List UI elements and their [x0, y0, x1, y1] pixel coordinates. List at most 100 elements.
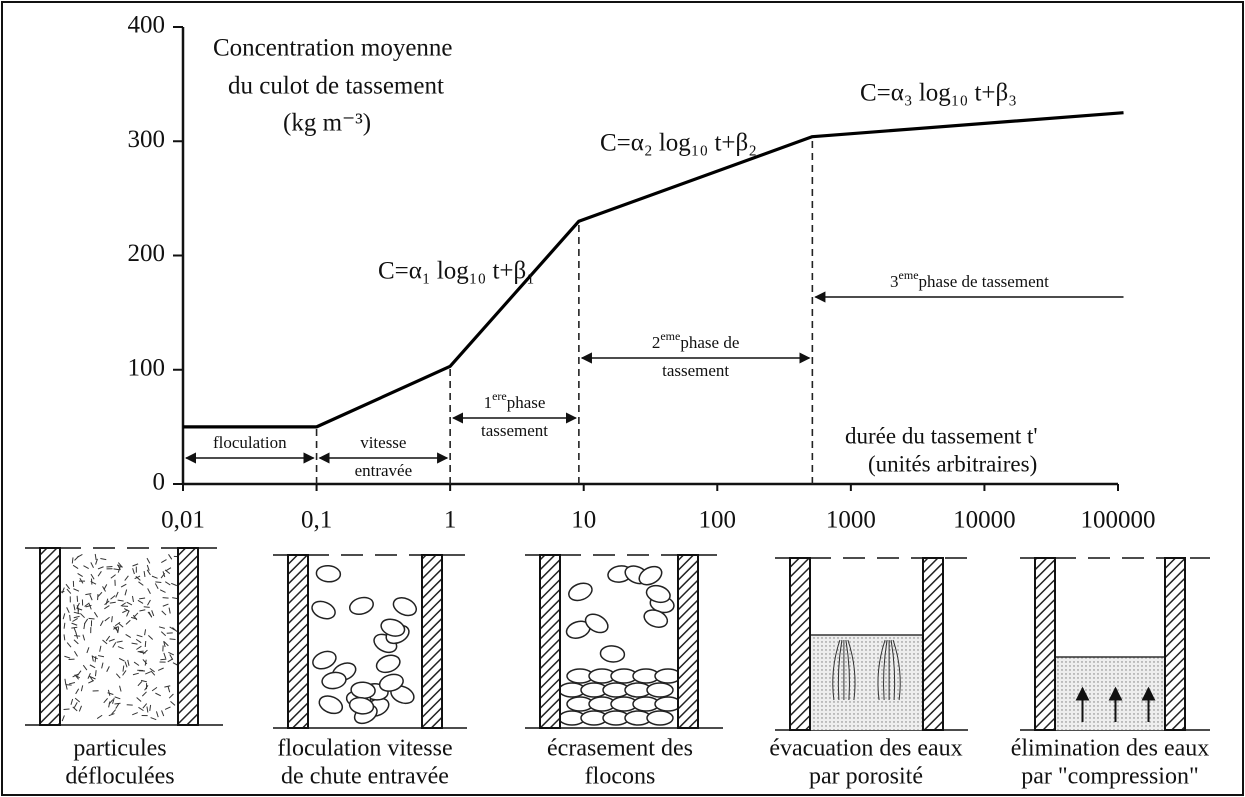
particle	[124, 589, 128, 596]
x-tick-label: 100000	[1081, 507, 1156, 534]
floc	[348, 696, 375, 715]
x-tick-label: 10000	[953, 507, 1016, 534]
particle	[168, 693, 174, 699]
particle	[155, 711, 159, 718]
particle	[114, 621, 121, 627]
x-tick-label: 1000	[826, 507, 876, 534]
particle	[105, 635, 111, 642]
particle	[160, 658, 167, 661]
particle	[146, 569, 151, 576]
floc	[643, 609, 669, 628]
phase-number: 2	[652, 333, 661, 352]
floc	[378, 673, 404, 692]
particle	[83, 623, 86, 630]
floc	[380, 618, 406, 637]
particle	[115, 626, 119, 633]
particle	[87, 672, 91, 679]
particle	[74, 697, 81, 703]
panel-caption: floculation vitesse	[277, 736, 452, 762]
floc	[311, 600, 336, 620]
chart-title: du culot de tassement	[228, 73, 444, 100]
particle	[138, 581, 144, 586]
particle	[101, 662, 104, 669]
particle	[108, 638, 115, 642]
wall	[39, 547, 61, 726]
particle	[164, 685, 171, 688]
panel-caption: par "compression"	[1021, 764, 1199, 790]
phase-sup: eme	[899, 268, 919, 282]
particle	[70, 698, 74, 705]
floc	[321, 671, 347, 690]
floc	[584, 613, 609, 634]
particle	[146, 564, 150, 571]
particle	[82, 664, 88, 671]
wall	[421, 554, 443, 729]
particle	[120, 583, 127, 588]
particle	[142, 659, 148, 665]
panel-caption: écrasement des	[547, 736, 693, 762]
particle	[137, 681, 143, 687]
particle	[82, 634, 86, 641]
settling-column	[775, 557, 968, 731]
channel	[892, 639, 901, 701]
particle	[134, 575, 141, 580]
panel-caption: flocons	[585, 764, 656, 790]
particle	[89, 594, 93, 601]
x-axis-label: durée du tassement t'	[845, 423, 1038, 448]
settling-column	[525, 554, 723, 729]
particle	[136, 645, 142, 650]
phase-label: 3emephase de tassement	[890, 268, 1049, 291]
particle	[89, 676, 96, 680]
particle	[150, 670, 156, 676]
particle	[144, 629, 147, 636]
settling-column	[273, 554, 467, 729]
particle	[104, 605, 110, 610]
particle	[165, 567, 172, 572]
wall	[539, 554, 561, 729]
particle	[66, 607, 70, 614]
particle	[161, 710, 165, 717]
particle	[136, 697, 142, 702]
particle	[132, 568, 135, 575]
particle	[99, 620, 104, 627]
particle	[132, 672, 139, 676]
particle	[145, 671, 151, 675]
phase-text: phase	[507, 393, 546, 412]
x-tick-label: 10	[571, 507, 596, 534]
particle	[94, 656, 97, 663]
channel	[845, 639, 850, 701]
particle	[118, 622, 124, 628]
phase-label: floculation	[213, 433, 287, 452]
floc	[318, 695, 344, 715]
particle	[107, 689, 111, 696]
particle	[149, 704, 152, 711]
floc	[645, 584, 671, 604]
particle	[139, 651, 146, 654]
particle	[93, 611, 98, 618]
particle	[88, 617, 95, 620]
particle	[171, 582, 177, 587]
x-tick-label: 0,1	[301, 507, 332, 534]
particle	[80, 613, 85, 619]
particle	[64, 655, 71, 659]
particle	[122, 670, 127, 676]
particle	[102, 639, 108, 645]
particle	[137, 650, 144, 653]
particle	[115, 703, 120, 709]
particle	[131, 595, 134, 602]
particle	[77, 572, 83, 578]
particle	[64, 678, 67, 685]
particle	[155, 581, 162, 584]
wall	[177, 547, 199, 726]
particle	[97, 591, 103, 598]
y-tick-label: 400	[128, 12, 166, 39]
chart-title: Concentration moyenne	[213, 35, 453, 62]
particle	[169, 654, 174, 660]
particle	[108, 713, 115, 717]
particle	[133, 612, 139, 618]
particle	[162, 603, 169, 607]
wall	[677, 554, 699, 729]
particle	[124, 661, 128, 668]
particle	[125, 633, 132, 638]
settling-column	[1020, 557, 1210, 731]
